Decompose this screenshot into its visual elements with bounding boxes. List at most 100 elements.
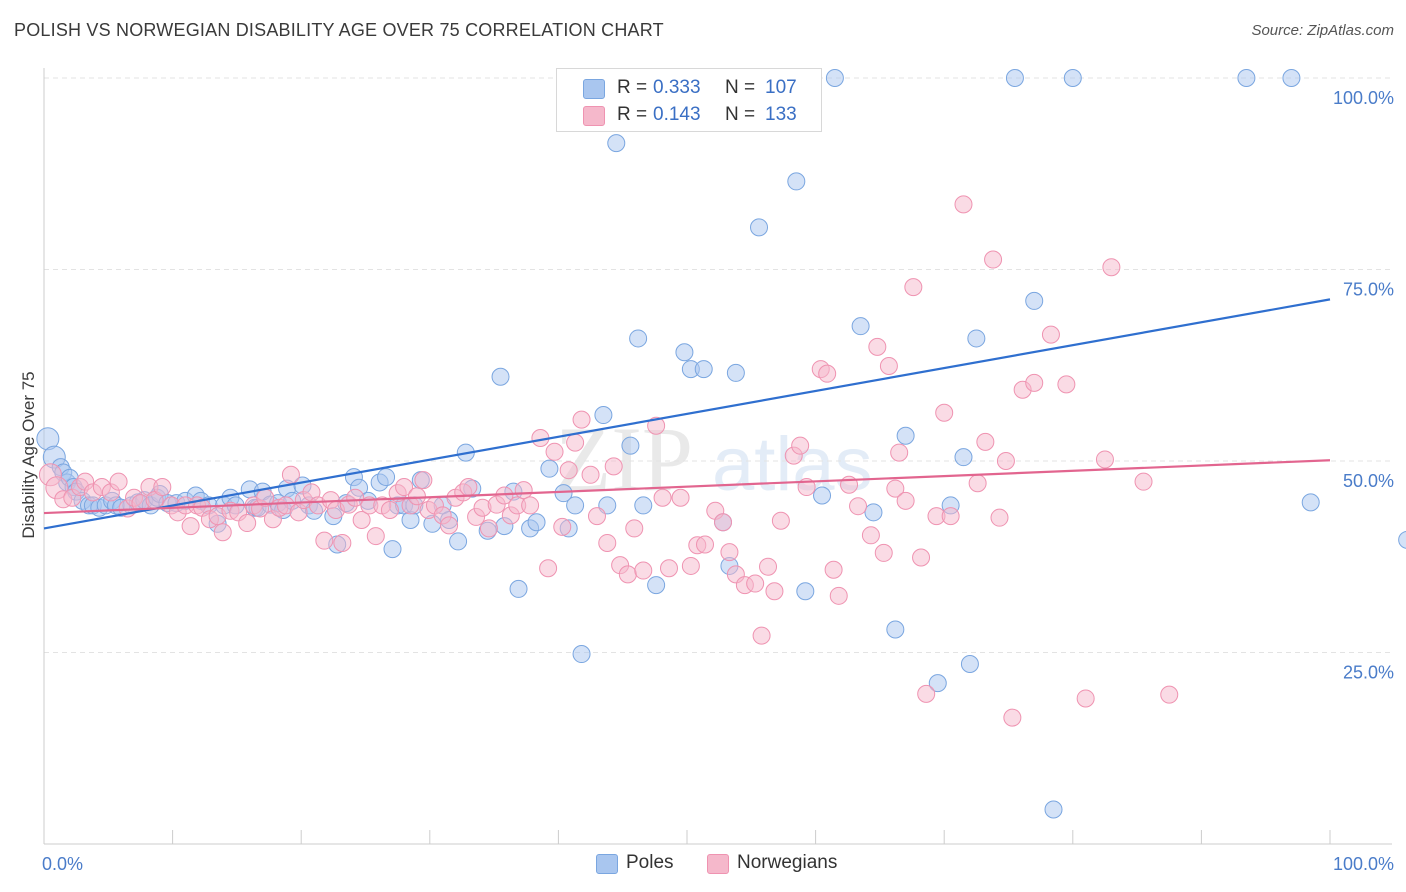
norwegians-point bbox=[407, 487, 426, 506]
poles-point bbox=[1025, 291, 1044, 310]
poles-point bbox=[629, 329, 648, 348]
legend-n-value: 133 bbox=[765, 104, 797, 125]
x-axis-min-label: 0.0% bbox=[42, 854, 83, 874]
norwegians-point bbox=[553, 517, 572, 536]
poles-point bbox=[1063, 69, 1082, 87]
poles-point bbox=[1282, 69, 1301, 87]
norwegians-point bbox=[625, 519, 644, 538]
norwegians-point bbox=[720, 543, 739, 562]
legend-r-label: R = bbox=[617, 77, 648, 98]
norwegians-point bbox=[545, 442, 564, 461]
norwegians-point bbox=[861, 526, 880, 545]
norwegians-point bbox=[346, 488, 365, 507]
poles-point bbox=[491, 367, 510, 386]
poles-point bbox=[527, 513, 546, 532]
poles-point bbox=[960, 654, 979, 673]
legend-row-poles: R = 0.333 N = 107 bbox=[557, 75, 821, 101]
chart-title: POLISH VS NORWEGIAN DISABILITY AGE OVER … bbox=[14, 20, 664, 40]
norwegians-point bbox=[829, 586, 848, 605]
norwegians-point bbox=[824, 560, 843, 579]
norwegians-point bbox=[941, 507, 960, 526]
norwegians-point bbox=[849, 497, 868, 516]
legend-r-value: 0.333 bbox=[653, 77, 701, 98]
norwegians-point bbox=[459, 478, 478, 497]
norwegians-point bbox=[514, 481, 533, 500]
poles-legend-swatch bbox=[596, 854, 618, 874]
norwegians-point bbox=[1041, 325, 1060, 344]
norwegians-point bbox=[868, 337, 887, 356]
norwegians-point bbox=[879, 357, 898, 376]
norwegians-point bbox=[604, 457, 623, 476]
poles-point bbox=[594, 406, 613, 425]
poles-point bbox=[787, 172, 806, 191]
poles-point bbox=[634, 496, 653, 515]
norwegians-point bbox=[771, 511, 790, 530]
norwegians-point bbox=[380, 501, 399, 520]
norwegians-point bbox=[759, 557, 778, 576]
y-tick-label: 75.0% bbox=[1343, 280, 1394, 300]
poles-point bbox=[896, 426, 915, 445]
legend-n-label: N = bbox=[725, 77, 756, 98]
norwegians-point bbox=[1102, 258, 1121, 277]
norwegians-point bbox=[1160, 685, 1179, 704]
norwegians-point bbox=[521, 496, 540, 515]
norwegians-point bbox=[896, 491, 915, 510]
norwegians-point bbox=[984, 250, 1003, 269]
norwegians-point bbox=[746, 574, 765, 593]
norwegians-point bbox=[213, 523, 232, 542]
norwegians-point bbox=[618, 565, 637, 584]
norwegians-point bbox=[968, 474, 987, 493]
poles-legend-label: Poles bbox=[626, 852, 674, 873]
norwegians-point bbox=[153, 478, 172, 497]
poles-point bbox=[621, 436, 640, 455]
y-tick-label: 50.0% bbox=[1343, 471, 1394, 491]
norwegians-point bbox=[414, 471, 433, 490]
norwegians-point bbox=[752, 626, 771, 645]
norwegians-point bbox=[315, 531, 334, 550]
poles-point bbox=[886, 620, 905, 639]
stats-legend: R = 0.333 N = 107 R = 0.143 N = 133 bbox=[556, 68, 822, 132]
norwegians-point bbox=[572, 410, 591, 429]
y-axis-label: Disability Age Over 75 bbox=[19, 371, 38, 538]
norwegians-point bbox=[333, 533, 352, 552]
norwegians-point bbox=[1003, 708, 1022, 727]
gridlines bbox=[44, 77, 1392, 653]
poles-point bbox=[449, 532, 468, 551]
norwegians-point bbox=[714, 513, 733, 532]
legend-row-norwegians: R = 0.143 N = 133 bbox=[557, 102, 821, 128]
poles-point bbox=[607, 134, 626, 153]
poles-point bbox=[509, 579, 528, 598]
poles-point bbox=[377, 468, 396, 487]
norwegians-point bbox=[559, 461, 578, 480]
poles-point bbox=[1237, 69, 1256, 87]
norwegians-point bbox=[587, 507, 606, 526]
norwegians-point bbox=[935, 403, 954, 422]
norwegians-legend-swatch bbox=[707, 854, 729, 874]
poles-point bbox=[1398, 530, 1406, 549]
norwegians-swatch bbox=[583, 106, 605, 126]
poles-point bbox=[928, 674, 947, 693]
norwegians-point bbox=[181, 517, 200, 536]
norwegians-point bbox=[996, 452, 1015, 470]
poles-point bbox=[864, 503, 883, 522]
norwegians-trend-line bbox=[43, 459, 1331, 515]
poles-point bbox=[1301, 493, 1320, 512]
norwegians-point bbox=[912, 548, 931, 567]
poles-point bbox=[694, 360, 713, 379]
norwegians-point bbox=[681, 556, 700, 575]
norwegians-point bbox=[886, 479, 905, 498]
norwegians-point bbox=[1134, 472, 1153, 491]
poles-point bbox=[726, 363, 745, 382]
y-tick-label: 100.0% bbox=[1333, 88, 1394, 108]
poles-point bbox=[954, 448, 973, 467]
series-legend: Poles Norwegians bbox=[0, 852, 1406, 878]
norwegians-point bbox=[634, 561, 653, 580]
norwegians-point bbox=[765, 582, 784, 601]
poles-point bbox=[675, 343, 694, 362]
x-axis-ticks bbox=[43, 830, 1331, 844]
norwegians-point bbox=[647, 416, 666, 435]
poles-point bbox=[796, 582, 815, 601]
poles-trend-line bbox=[43, 298, 1331, 530]
norwegians-point bbox=[1095, 450, 1114, 469]
